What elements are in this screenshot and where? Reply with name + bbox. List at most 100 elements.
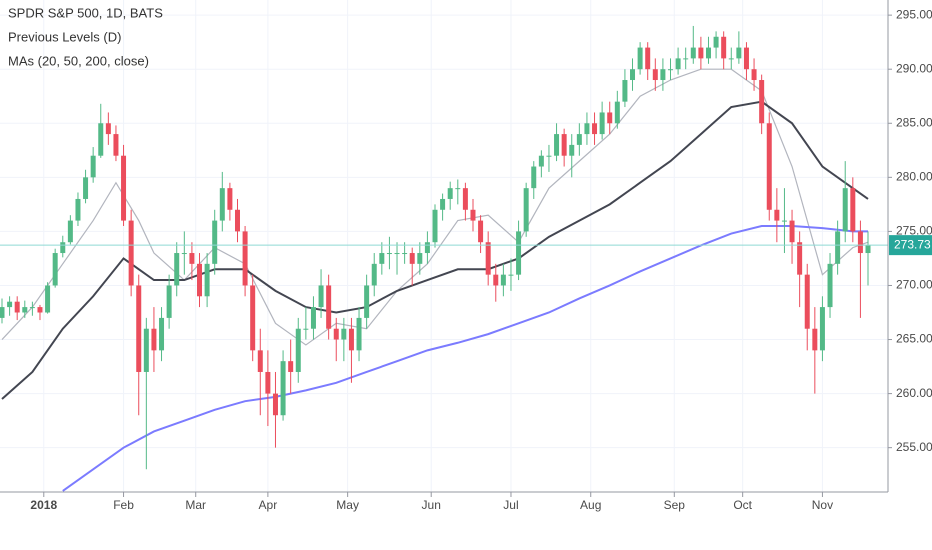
x-tick-label: Apr	[259, 498, 278, 512]
candle-body	[136, 285, 142, 372]
candle-body	[713, 36, 719, 48]
candle-body	[113, 134, 119, 156]
x-tick-label: Nov	[812, 498, 833, 512]
y-tick-label: 290.00	[896, 61, 932, 75]
candle-body	[121, 155, 127, 221]
candle-body	[83, 177, 89, 199]
candle-body	[52, 253, 58, 286]
candle-body	[576, 134, 582, 145]
candle-body	[774, 209, 780, 221]
candle-body	[508, 274, 514, 276]
candle-body	[683, 58, 689, 60]
candle-body	[789, 220, 795, 243]
candle-body	[835, 231, 841, 264]
x-tick-label: Mar	[185, 498, 206, 512]
candle-body	[690, 47, 696, 59]
candle-body	[584, 123, 590, 135]
candle-body	[265, 371, 271, 394]
x-tick-label: Aug	[580, 498, 601, 512]
candle-body	[37, 307, 43, 313]
candle-body	[804, 274, 810, 329]
x-tick-label: Sep	[664, 498, 686, 512]
axes: 255.00 260.00 265.00 270.00 275.00 280.00 285.…	[30, 7, 932, 512]
y-tick-label: 295.00	[896, 7, 932, 21]
candle-body	[728, 58, 734, 60]
candle-body	[45, 285, 51, 313]
candle-body	[364, 285, 370, 318]
candle-body	[303, 328, 309, 330]
x-tick-label: Oct	[733, 498, 752, 512]
candle-body	[736, 47, 742, 59]
candle-body	[326, 285, 332, 329]
candle-body	[310, 307, 316, 329]
candle-body	[440, 198, 446, 210]
candle-body	[766, 123, 772, 210]
x-tick-label: 2018	[30, 498, 57, 512]
candle-body	[348, 328, 354, 351]
candle-body	[75, 198, 81, 221]
candle-body	[98, 123, 104, 156]
candle-body	[493, 274, 499, 286]
candle-body	[637, 47, 643, 70]
candle-body	[128, 220, 134, 286]
candle-body	[455, 188, 461, 190]
candle-body	[561, 134, 567, 156]
symbol-title: SPDR S&P 500, 1D, BATS	[8, 5, 163, 20]
candle-body	[812, 328, 818, 351]
candle-body	[333, 328, 339, 340]
candle-body	[516, 231, 522, 275]
candle-body	[197, 263, 203, 297]
candle-body	[242, 231, 248, 286]
candle-body	[402, 253, 408, 255]
candle-body	[447, 188, 453, 199]
plot-area	[0, 25, 888, 492]
y-tick-label: 280.00	[896, 170, 932, 184]
candle-body	[288, 361, 294, 372]
candle-body	[569, 144, 575, 156]
candle-body	[743, 47, 749, 70]
candle-body	[318, 285, 324, 308]
candle-body	[705, 47, 711, 59]
y-tick-label: 255.00	[896, 440, 932, 454]
candle-body	[60, 242, 66, 254]
candle-body	[0, 307, 5, 318]
last-price-box	[889, 235, 932, 256]
candle-body	[250, 285, 256, 351]
grid	[0, 0, 888, 492]
candle-body	[622, 80, 628, 102]
candle-body	[143, 328, 149, 372]
candle-body	[272, 393, 278, 416]
candle-body	[257, 350, 263, 372]
candle-body	[645, 47, 651, 70]
candle-body	[554, 134, 560, 156]
candle-body	[660, 69, 666, 81]
candle-body	[432, 209, 438, 243]
candle-body	[523, 188, 529, 232]
candle-body	[721, 36, 727, 59]
x-tick-label: Jun	[422, 498, 441, 512]
candle-body	[280, 361, 286, 416]
y-tick-label: 260.00	[896, 386, 932, 400]
candle-body	[166, 285, 172, 318]
candle-body	[356, 317, 362, 351]
candle-body	[14, 301, 20, 313]
x-tick-label: May	[336, 498, 359, 512]
moving-average-line	[62, 224, 869, 492]
candle-body	[386, 253, 392, 255]
candle-body	[470, 209, 476, 221]
candle-body	[151, 328, 157, 351]
candle-body	[607, 112, 613, 124]
y-tick-label: 270.00	[896, 278, 932, 292]
candle-body	[417, 253, 423, 264]
candle-body	[22, 307, 28, 313]
candle-body	[857, 231, 863, 254]
candle-body	[759, 80, 765, 124]
candle-body	[546, 155, 552, 157]
candle-body	[295, 328, 301, 372]
candle-body	[105, 123, 111, 135]
candle-body	[630, 69, 636, 81]
candle-body	[500, 274, 506, 286]
candle-body	[797, 242, 803, 275]
